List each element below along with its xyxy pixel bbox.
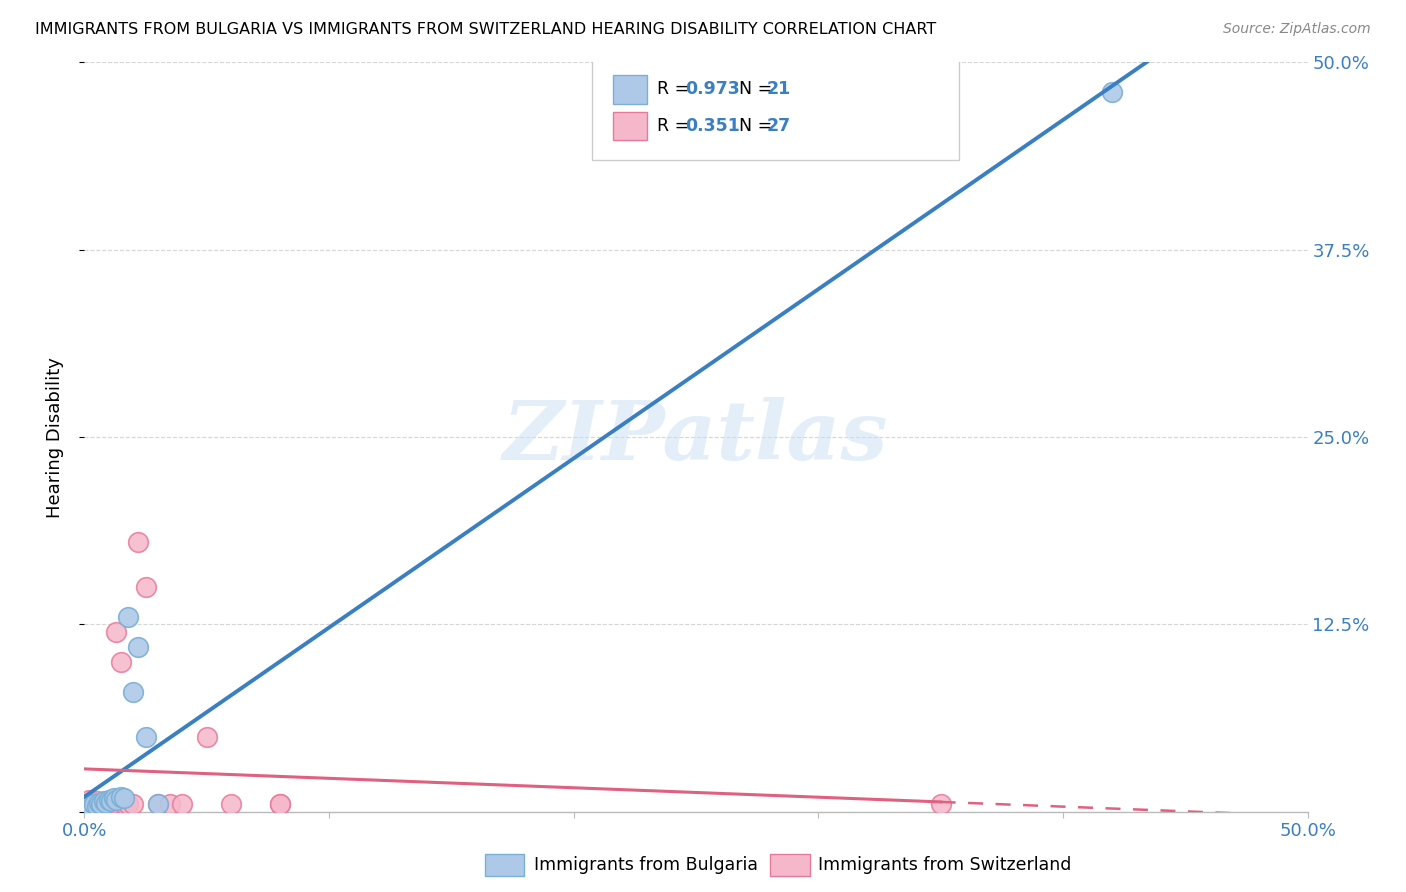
Point <box>127 535 149 549</box>
Point <box>135 580 157 594</box>
Point <box>110 789 132 804</box>
Point <box>93 798 115 813</box>
Point <box>80 796 103 810</box>
Point <box>87 797 110 812</box>
Text: N =: N = <box>738 117 778 135</box>
FancyBboxPatch shape <box>592 59 959 160</box>
Point <box>146 797 169 812</box>
Point <box>96 796 118 810</box>
Point <box>80 800 103 814</box>
Point <box>87 796 110 810</box>
Point <box>159 797 181 812</box>
Point <box>76 797 98 812</box>
Point <box>77 798 100 813</box>
Point <box>122 685 145 699</box>
Point <box>100 798 122 813</box>
Text: 0.351: 0.351 <box>685 117 740 135</box>
Text: Immigrants from Bulgaria: Immigrants from Bulgaria <box>534 856 758 874</box>
Point <box>83 798 105 813</box>
Point <box>103 791 125 805</box>
Point <box>269 797 291 812</box>
Point <box>86 794 108 808</box>
Point <box>77 793 100 807</box>
Text: R =: R = <box>657 80 695 98</box>
Text: Source: ZipAtlas.com: Source: ZipAtlas.com <box>1223 22 1371 37</box>
FancyBboxPatch shape <box>613 75 647 103</box>
Point <box>269 797 291 812</box>
Point <box>135 730 157 744</box>
Text: Immigrants from Switzerland: Immigrants from Switzerland <box>818 856 1071 874</box>
Point <box>117 797 139 812</box>
Point <box>76 797 98 812</box>
FancyBboxPatch shape <box>613 112 647 140</box>
Text: 27: 27 <box>766 117 792 135</box>
Point <box>1101 86 1123 100</box>
Text: R =: R = <box>657 117 695 135</box>
Point <box>93 794 115 808</box>
Point <box>97 793 120 807</box>
Point <box>110 655 132 669</box>
Point <box>86 798 108 813</box>
Point <box>103 796 125 810</box>
Point <box>90 796 112 810</box>
Point <box>100 794 122 808</box>
Point <box>172 797 194 812</box>
Point <box>219 797 242 812</box>
Text: 0.973: 0.973 <box>685 80 740 98</box>
Point <box>97 797 120 812</box>
Point <box>96 800 118 814</box>
Point <box>146 797 169 812</box>
Point <box>127 640 149 654</box>
Text: N =: N = <box>738 80 778 98</box>
Point <box>83 797 105 812</box>
Text: IMMIGRANTS FROM BULGARIA VS IMMIGRANTS FROM SWITZERLAND HEARING DISABILITY CORRE: IMMIGRANTS FROM BULGARIA VS IMMIGRANTS F… <box>35 22 936 37</box>
Point <box>117 610 139 624</box>
Point <box>90 797 112 812</box>
Point <box>112 797 135 812</box>
Text: ZIPatlas: ZIPatlas <box>503 397 889 477</box>
Point <box>122 797 145 812</box>
Point <box>929 797 952 812</box>
Point <box>195 730 218 744</box>
Point <box>105 793 128 807</box>
Point <box>105 624 128 639</box>
Text: 21: 21 <box>766 80 792 98</box>
Y-axis label: Hearing Disability: Hearing Disability <box>45 357 63 517</box>
Point <box>112 791 135 805</box>
